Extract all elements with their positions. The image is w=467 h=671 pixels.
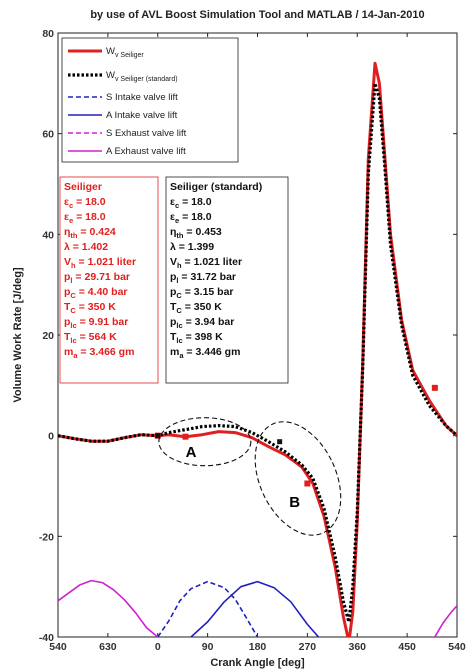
seiliger-standard-param-line: εc = 18.0 — [170, 196, 212, 210]
seiliger-standard-param-line: ηth = 0.453 — [170, 226, 222, 240]
seiliger-param-line: pC = 4.40 bar — [64, 286, 128, 300]
legend-entry-label: A Intake valve lift — [106, 110, 178, 121]
seiliger-param-line: εc = 18.0 — [64, 196, 106, 210]
seiliger-standard-title: Seiliger (standard) — [170, 181, 262, 193]
x-tick-label: 90 — [202, 641, 214, 653]
annotation-ellipse-a — [158, 417, 252, 467]
x-axis-label: Crank Angle [deg] — [210, 657, 305, 669]
legend-entry-label: S Intake valve lift — [106, 92, 178, 103]
red-point-marker — [431, 384, 438, 391]
series-line-w-v-seiliger-standard- — [58, 81, 457, 624]
seiliger-standard-param-line: pl = 31.72 bar — [170, 271, 236, 285]
seiliger-param-line: Tlc = 564 K — [64, 331, 117, 345]
y-tick-label: 0 — [48, 431, 54, 443]
x-tick-label: 450 — [398, 641, 416, 653]
seiliger-box — [59, 176, 159, 384]
annotation-ellipse-b — [254, 421, 342, 536]
y-tick-label: -20 — [39, 531, 54, 543]
seiliger-standard-param-line: ma = 3.446 gm — [170, 346, 240, 360]
seiliger-param-line: pl = 29.71 bar — [64, 271, 130, 285]
y-axis-label: Volume Work Rate [J/deg] — [12, 267, 24, 403]
seiliger-standard-param-line: Tlc = 398 K — [170, 331, 223, 345]
series-line-a-exhaust-valve-lift-end- — [434, 605, 457, 637]
seiliger-standard-param-line: TC = 350 K — [170, 301, 222, 315]
y-tick-label: 20 — [42, 330, 54, 342]
black-point-marker — [155, 433, 161, 439]
annotation-label-b: B — [289, 494, 300, 511]
seiliger-title: Seiliger — [64, 181, 102, 193]
seiliger-param-line: λ = 1.402 — [64, 241, 108, 253]
seiliger-standard-param-line: Vh = 1.021 liter — [170, 256, 242, 270]
chart-title: by use of AVL Boost Simulation Tool and … — [90, 9, 424, 21]
x-tick-label: 540 — [448, 641, 466, 653]
seiliger-param-line: TC = 350 K — [64, 301, 116, 315]
series-line-s-intake-valve-lift — [157, 580, 259, 637]
seiliger-standard-param-line: pC = 3.15 bar — [170, 286, 234, 300]
legend-entry-label: A Exhaust valve lift — [106, 146, 186, 157]
y-tick-label: 60 — [42, 129, 54, 141]
x-tick-label: 630 — [99, 641, 117, 653]
seiliger-param-line: ma = 3.466 gm — [64, 346, 134, 360]
x-tick-label: 360 — [348, 641, 366, 653]
seiliger-standard-param-line: plc = 3.94 bar — [170, 316, 234, 330]
x-tick-label: 270 — [299, 641, 317, 653]
seiliger-param-line: εe = 18.0 — [64, 211, 106, 225]
seiliger-param-line: ηth = 0.424 — [64, 226, 116, 240]
seiliger-standard-param-line: λ = 1.399 — [170, 241, 214, 253]
x-tick-label: 180 — [249, 641, 267, 653]
seiliger-standard-param-line: εe = 18.0 — [170, 211, 212, 225]
series-line-a-intake-valve-lift — [190, 580, 320, 637]
red-point-marker — [182, 433, 189, 440]
x-tick-label: 0 — [155, 641, 161, 653]
series-line-a-exhaust-valve-lift — [58, 579, 159, 637]
red-point-marker — [304, 480, 311, 487]
y-tick-label: 40 — [42, 229, 54, 241]
y-tick-label: 80 — [42, 28, 54, 40]
seiliger-param-line: plc = 9.91 bar — [64, 316, 128, 330]
annotation-label-a: A — [186, 444, 197, 461]
seiliger-param-line: Vh = 1.021 liter — [64, 256, 136, 270]
seiliger-standard-box — [165, 176, 289, 384]
black-point-marker — [277, 439, 283, 445]
x-tick-label: 540 — [49, 641, 67, 653]
y-tick-label: -40 — [39, 632, 54, 644]
legend-entry-label: S Exhaust valve lift — [106, 128, 187, 139]
legend-box — [61, 37, 239, 163]
